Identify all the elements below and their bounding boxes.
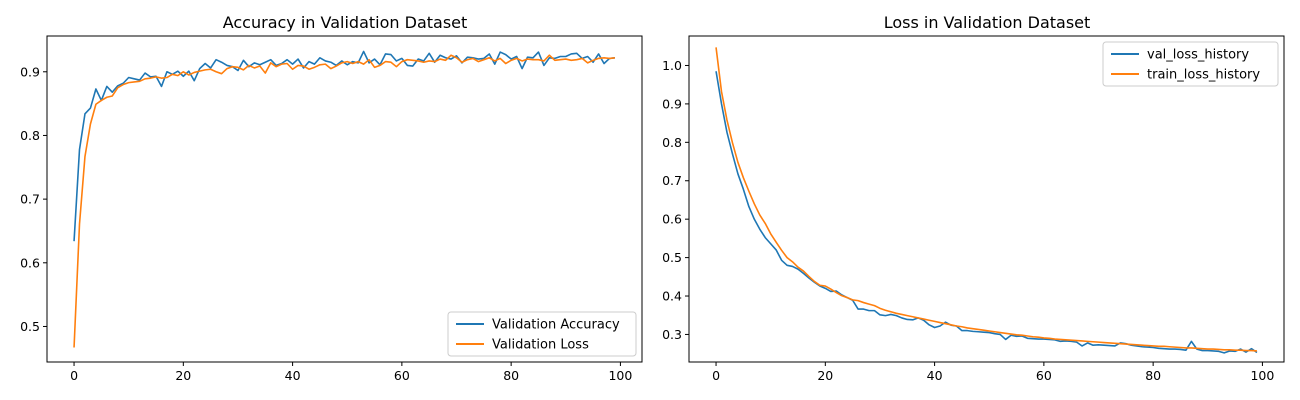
series-line-1 [73,54,616,348]
y-axis: 0.3 0.4 0.5 0.6 0.7 0.8 0.9 1.0 [662,58,689,342]
y-tick-label: 0.9 [20,64,40,79]
legend-label: Validation Loss [492,338,589,353]
legend: Validation Accuracy Validation Loss [447,311,637,357]
x-tick-label: 80 [503,368,519,383]
y-tick-label: 0.9 [662,96,682,111]
legend: val_loss_history train_loss_history [1102,41,1279,87]
y-tick-label: 0.7 [20,192,40,207]
y-tick-label: 0.5 [662,250,682,265]
series-line-0 [715,71,1258,354]
x-tick-label: 60 [1036,368,1052,383]
chart-title: Accuracy in Validation Dataset [223,13,468,32]
series-lines [715,47,1258,354]
y-tick-label: 0.5 [20,319,40,334]
x-tick-label: 0 [712,368,720,383]
y-tick-label: 0.8 [662,135,682,150]
legend-label: val_loss_history [1147,48,1249,63]
x-axis: 0 20 40 60 80 100 [712,362,1274,383]
chart-title: Loss in Validation Dataset [884,13,1091,32]
legend-label: Validation Accuracy [492,318,620,333]
legend-box [1102,41,1279,87]
x-tick-label: 80 [1145,368,1161,383]
x-tick-label: 40 [927,368,943,383]
x-tick-label: 20 [175,368,191,383]
plot-area-frame [46,35,643,363]
series-line-1 [715,47,1258,352]
x-tick-label: 100 [608,368,632,383]
y-tick-label: 0.4 [662,289,682,304]
x-axis: 0 20 40 60 80 100 [70,362,632,383]
chart-loss: Loss in Validation Dataset 0 20 40 60 80 100 … [662,13,1285,383]
x-tick-label: 20 [817,368,833,383]
x-tick-label: 100 [1250,368,1274,383]
legend-label: train_loss_history [1147,68,1260,83]
chart-accuracy: Accuracy in Validation Dataset 0 20 40 60 80… [20,13,643,383]
series-lines [73,50,616,348]
y-axis: 0.5 0.6 0.7 0.8 0.9 [20,64,47,334]
y-tick-label: 0.8 [20,128,40,143]
plot-area-frame [688,35,1285,363]
y-tick-label: 0.7 [662,173,682,188]
x-tick-label: 40 [285,368,301,383]
y-tick-label: 0.6 [662,212,682,227]
y-tick-label: 0.6 [20,255,40,270]
legend-box [447,311,637,357]
y-tick-label: 1.0 [662,58,682,73]
x-tick-label: 0 [70,368,78,383]
y-tick-label: 0.3 [662,327,682,342]
x-tick-label: 60 [394,368,410,383]
